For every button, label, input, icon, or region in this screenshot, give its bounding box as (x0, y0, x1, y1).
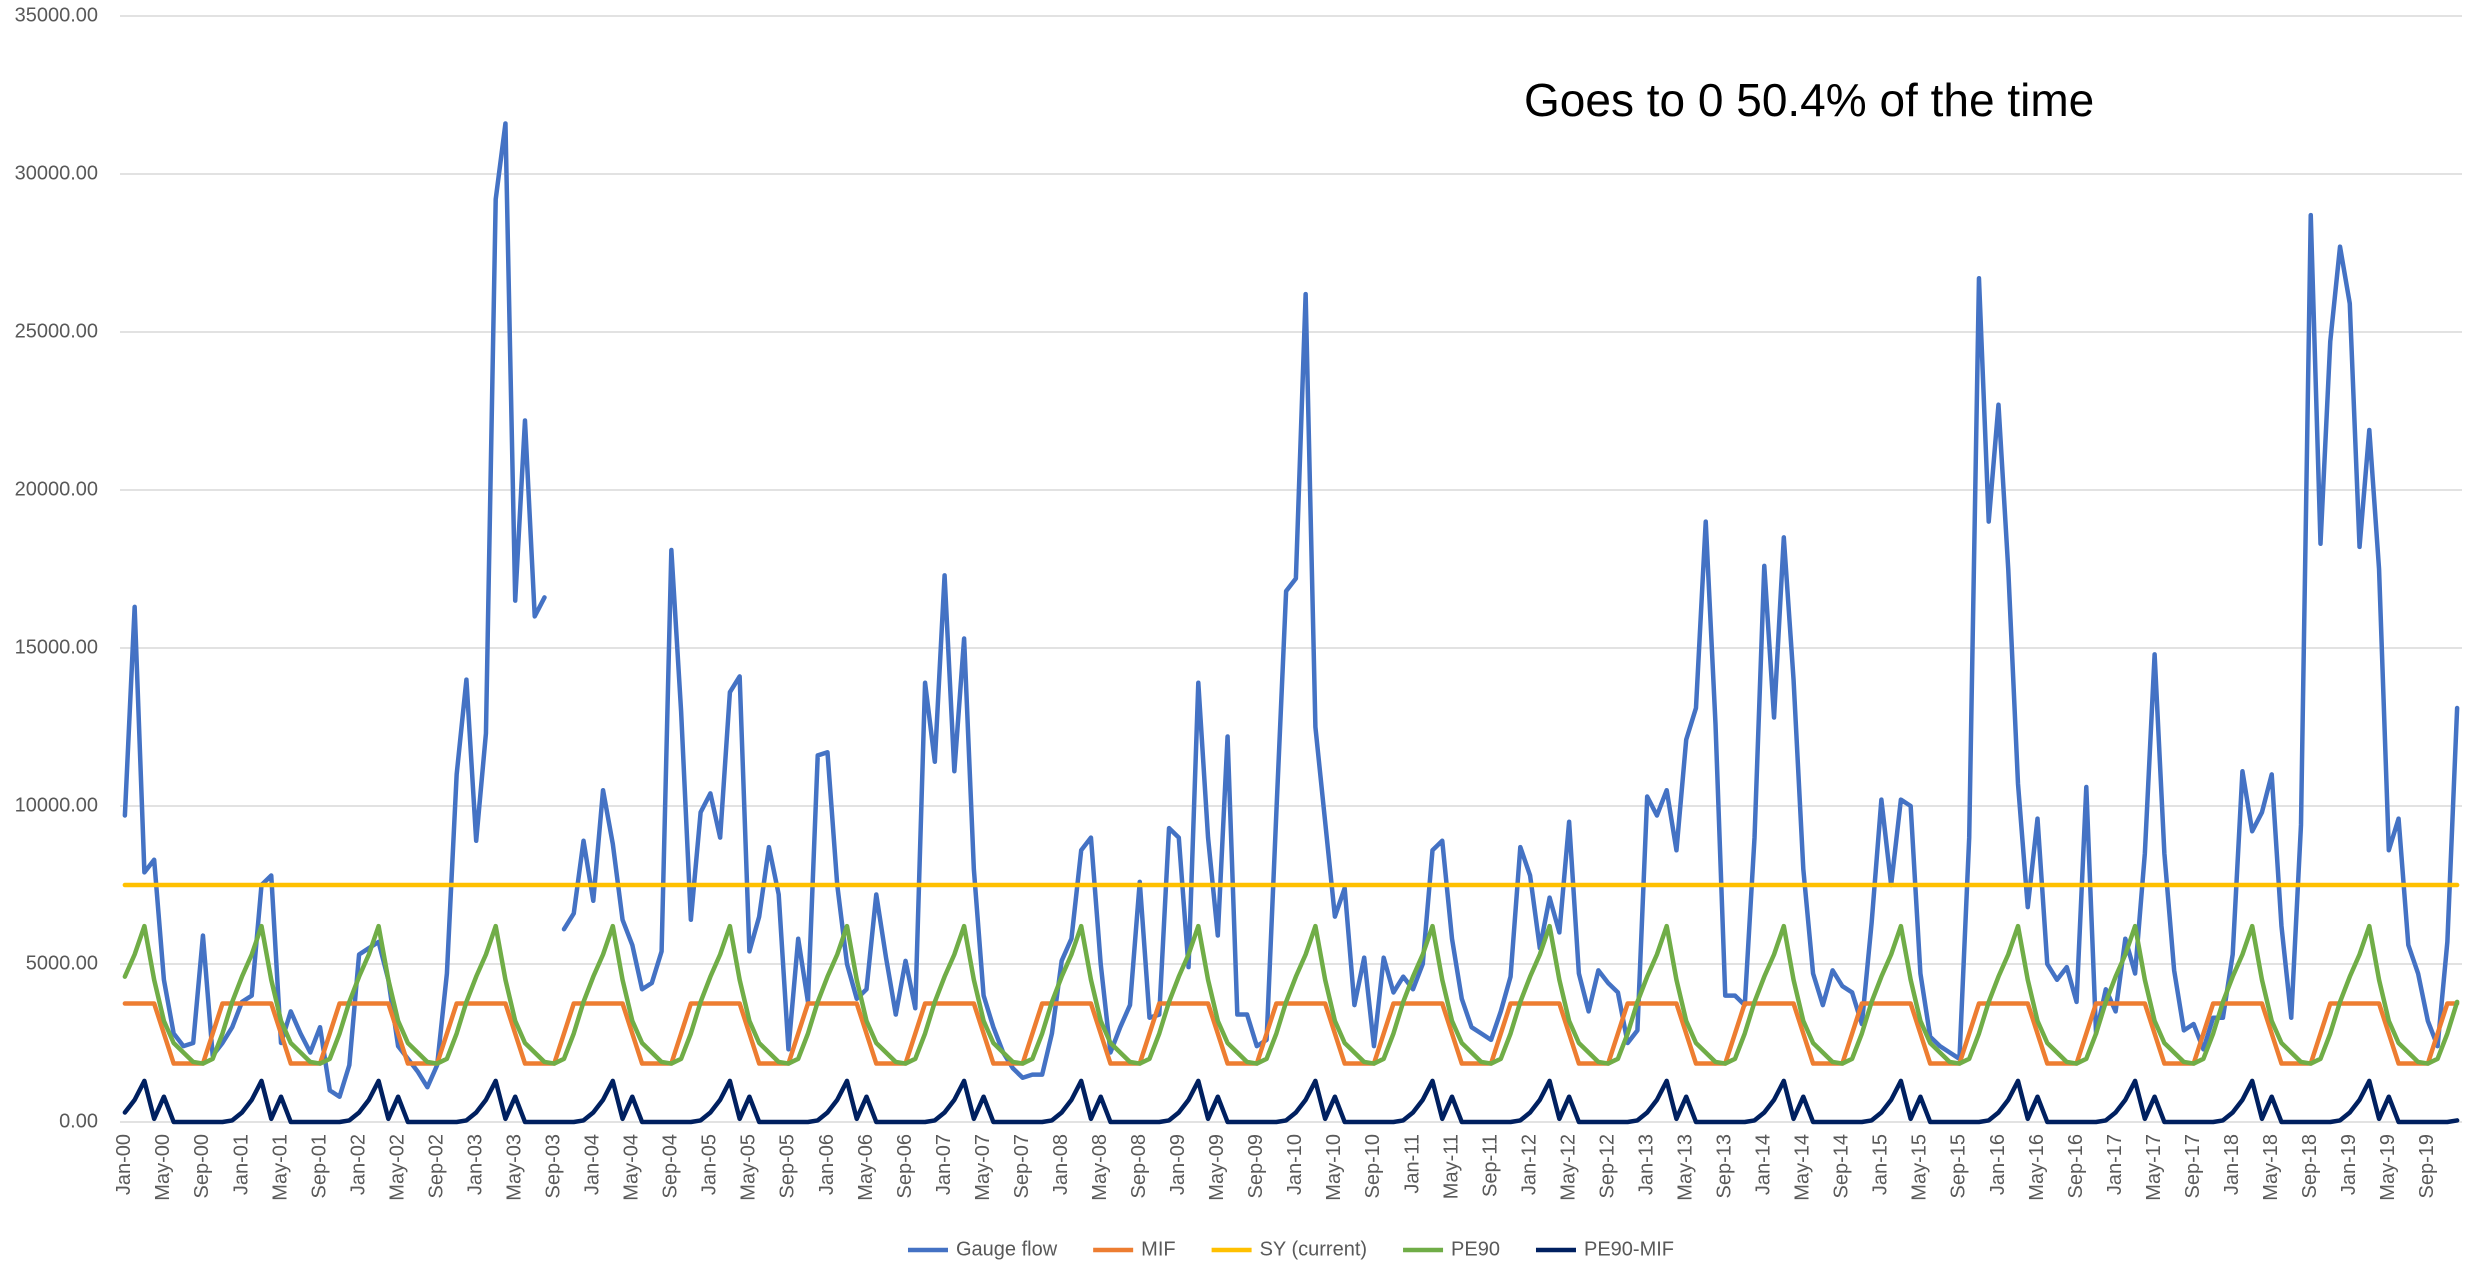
legend: Gauge flow MIF SY (current) PE90 PE90-MIF (907, 1238, 1674, 1260)
x-tick-label: Sep-04 (660, 1134, 682, 1199)
y-tick-label: 25000.00 (15, 320, 98, 342)
x-tick-label: May-11 (1440, 1134, 1462, 1199)
x-tick-label: Sep-02 (425, 1134, 447, 1199)
x-tick-label: May-12 (1557, 1134, 1579, 1201)
legend-label: PE90 (1451, 1238, 1500, 1260)
x-tick-label: Sep-16 (2065, 1134, 2087, 1199)
x-tick-label: Jan-05 (699, 1134, 721, 1195)
x-tick-label: May-01 (269, 1134, 291, 1201)
x-tick-label: May-16 (2026, 1134, 2048, 1201)
x-tick-label: Sep-15 (1948, 1134, 1970, 1199)
x-tick-label: Sep-09 (1245, 1134, 1267, 1199)
y-tick-label: 5000.00 (26, 952, 98, 974)
y-tick-label: 15000.00 (15, 636, 98, 658)
x-tick-label: Sep-10 (1362, 1134, 1384, 1199)
x-tick-label: May-05 (738, 1134, 760, 1201)
x-tick-label: Sep-07 (1011, 1134, 1033, 1199)
y-tick-label: 20000.00 (15, 478, 98, 500)
x-tick-label: Sep-03 (543, 1134, 565, 1199)
x-tick-label: Jan-00 (113, 1134, 135, 1195)
x-tick-label: May-03 (503, 1134, 525, 1201)
x-tick-label: Sep-13 (1714, 1134, 1736, 1199)
series-line (122, 121, 2460, 1099)
annotation: Goes to 0 50.4% of the time (1524, 74, 2094, 126)
x-tick-label: Sep-06 (894, 1134, 916, 1199)
x-tick-label: Jan-10 (1284, 1134, 1306, 1195)
x-tick-label: Sep-18 (2299, 1134, 2321, 1199)
x-tick-label: May-17 (2143, 1134, 2165, 1201)
x-tick-label: Jan-13 (1635, 1134, 1657, 1195)
x-tick-label: May-13 (1674, 1134, 1696, 1201)
x-tick-label: Jan-09 (1167, 1134, 1189, 1195)
series-line (122, 1078, 2460, 1125)
y-tick-label: 35000.00 (15, 4, 98, 26)
x-tick-label: May-19 (2377, 1134, 2399, 1201)
x-tick-label: May-09 (1206, 1134, 1228, 1201)
x-tick-label: May-18 (2260, 1134, 2282, 1201)
x-tick-label: May-02 (386, 1134, 408, 1201)
x-tick-label: Sep-08 (1128, 1134, 1150, 1199)
x-tick-label: Sep-12 (1596, 1134, 1618, 1199)
x-tick-label: Jan-12 (1518, 1134, 1540, 1195)
x-tick-label: Jan-01 (230, 1134, 252, 1195)
x-tick-label: Jan-07 (933, 1134, 955, 1195)
x-tick-label: May-07 (972, 1134, 994, 1201)
x-tick-label: Jan-15 (1870, 1134, 1892, 1195)
x-tick-label: Jan-19 (2338, 1134, 2360, 1195)
x-tick-label: Sep-00 (191, 1134, 213, 1199)
series-line (122, 923, 2460, 1066)
legend-label: PE90-MIF (1584, 1238, 1674, 1260)
x-tick-label: Jan-14 (1753, 1134, 1775, 1195)
x-tick-label: Jan-18 (2221, 1134, 2243, 1195)
x-tick-label: May-00 (152, 1134, 174, 1201)
x-tick-label: Sep-01 (308, 1134, 330, 1199)
x-tick-label: May-15 (1909, 1134, 1931, 1201)
x-tick-label: Sep-19 (2416, 1134, 2438, 1199)
y-tick-label: 30000.00 (15, 162, 98, 184)
x-tick-label: Jan-02 (347, 1134, 369, 1195)
x-tick-label: Sep-14 (1831, 1134, 1853, 1199)
x-tick-label: Sep-17 (2182, 1134, 2204, 1199)
x-tick-label: Jan-16 (1987, 1134, 2009, 1195)
x-tick-label: Jan-06 (816, 1134, 838, 1195)
series-line (122, 1001, 2460, 1066)
x-tick-label: Sep-11 (1479, 1134, 1501, 1197)
x-tick-label: May-04 (621, 1134, 643, 1201)
legend-label: Gauge flow (956, 1238, 1058, 1260)
x-tick-label: May-08 (1089, 1134, 1111, 1201)
x-tick-label: Sep-05 (777, 1134, 799, 1199)
legend-label: MIF (1141, 1238, 1175, 1260)
x-tick-label: Jan-03 (464, 1134, 486, 1195)
x-tick-label: May-06 (855, 1134, 877, 1201)
x-tick-label: May-10 (1323, 1134, 1345, 1201)
x-tick-label: Jan-08 (1050, 1134, 1072, 1195)
x-tick-label: Jan-17 (2104, 1134, 2126, 1195)
x-tick-label: May-14 (1792, 1134, 1814, 1201)
x-tick-label: Jan-04 (582, 1134, 604, 1195)
x-tick-label: Jan-11 (1401, 1134, 1423, 1194)
legend-label: SY (current) (1260, 1238, 1367, 1260)
y-tick-label: 0.00 (59, 1110, 98, 1132)
y-tick-label: 10000.00 (15, 794, 98, 816)
